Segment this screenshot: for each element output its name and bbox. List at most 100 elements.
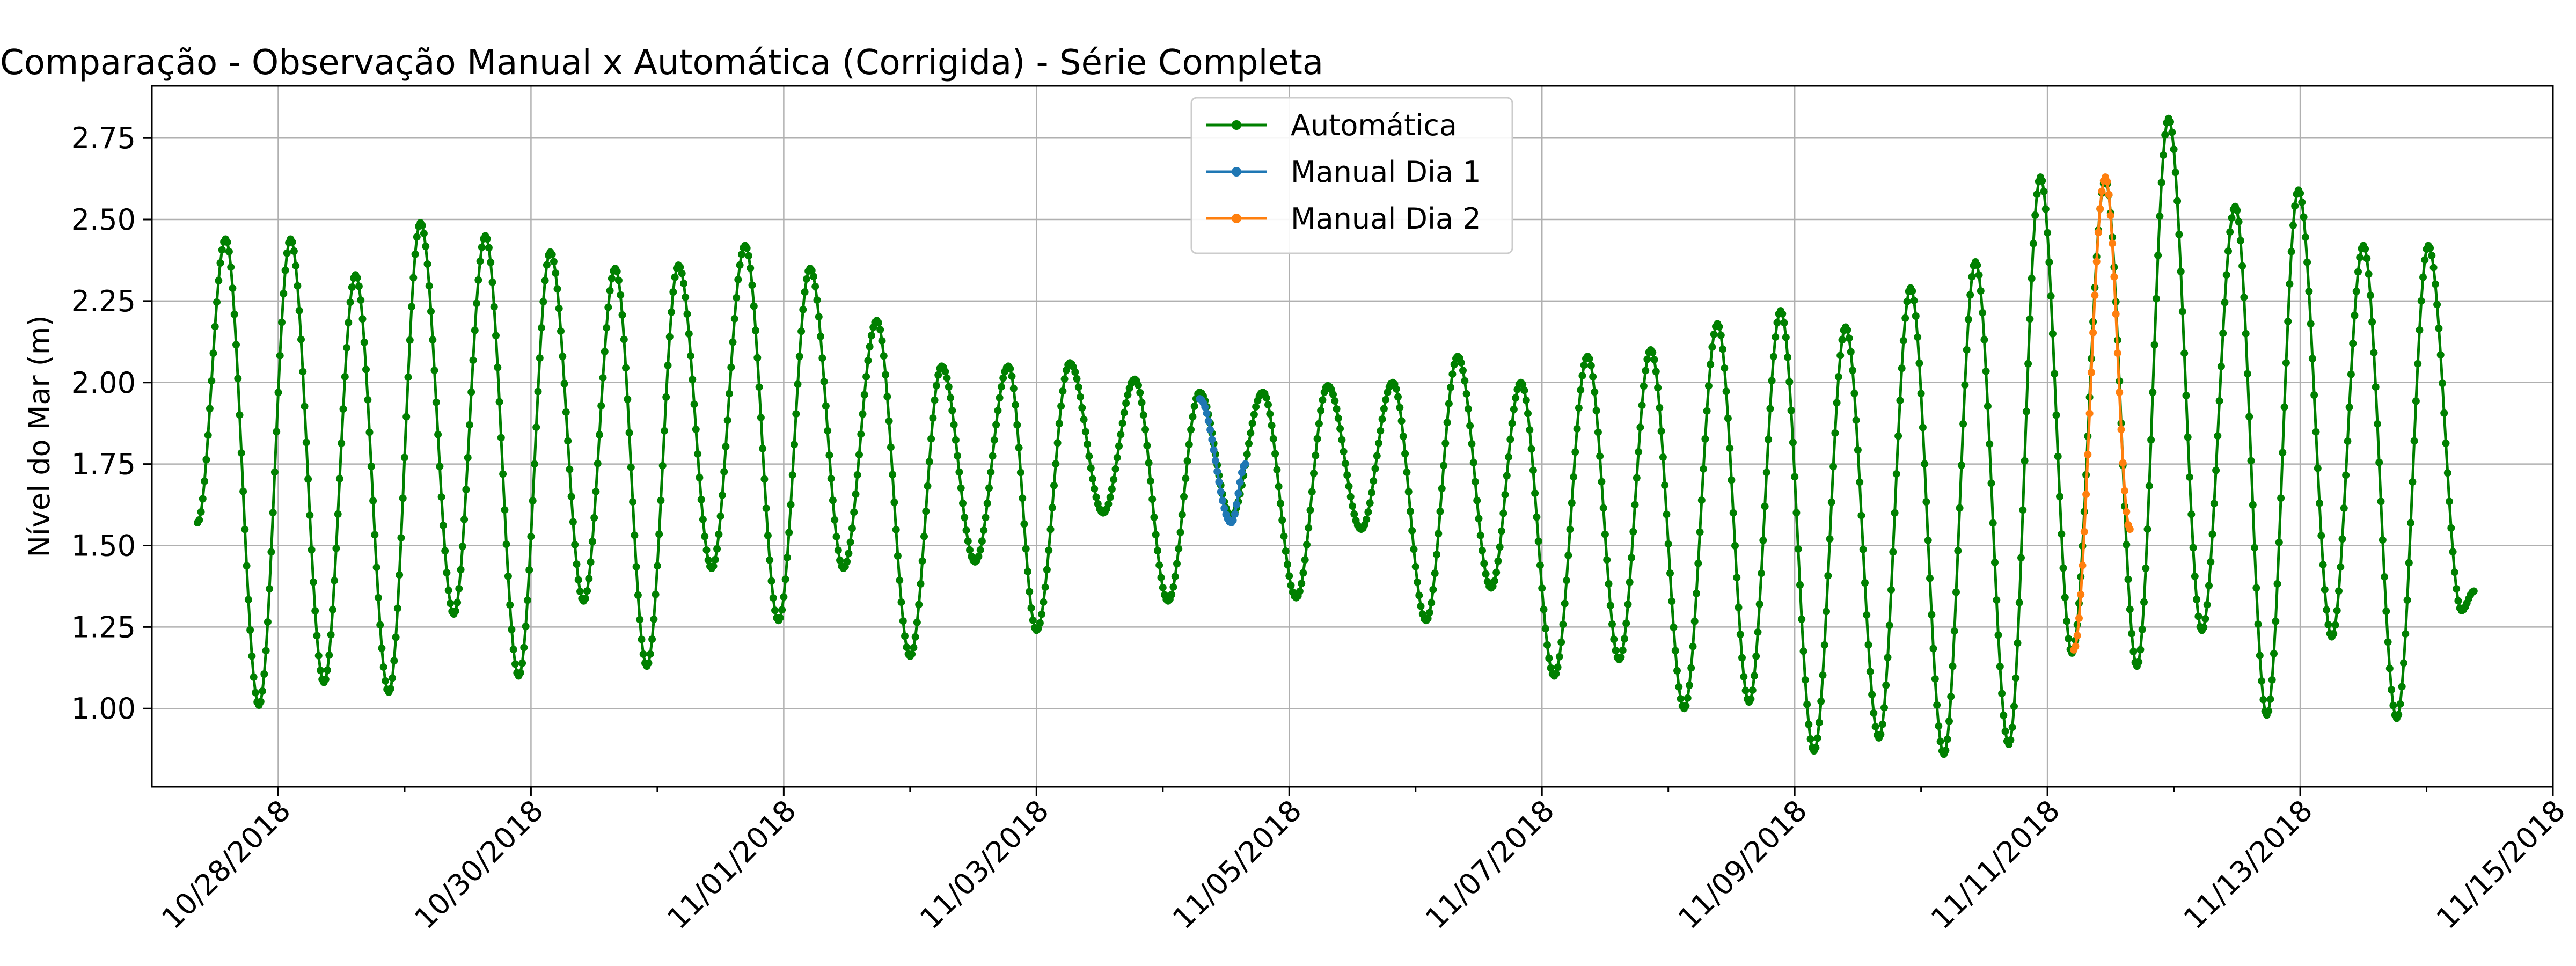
data-point: [1933, 701, 1941, 709]
data-point: [996, 394, 1004, 402]
data-point: [2041, 205, 2050, 213]
data-point: [197, 508, 205, 516]
data-point: [2375, 458, 2383, 466]
data-point: [2426, 244, 2434, 252]
data-point: [264, 618, 272, 626]
data-point: [941, 368, 949, 376]
x-axis: 10/28/2018 10/30/2018 11/01/2018 11/03/2018…: [155, 787, 2572, 935]
data-point: [1817, 697, 1825, 705]
data-point: [1568, 499, 1576, 507]
data-point: [2236, 237, 2244, 245]
data-point: [2012, 674, 2020, 682]
data-point: [689, 376, 697, 384]
data-point: [1522, 396, 1530, 404]
data-point: [520, 643, 528, 652]
data-point: [608, 274, 616, 282]
data-point: [573, 560, 581, 568]
data-point: [1016, 469, 1024, 477]
data-point: [2409, 478, 2417, 486]
data-point: [1520, 386, 1528, 394]
data-point: [2207, 558, 2215, 566]
data-point: [501, 506, 509, 514]
data-point: [1719, 345, 1727, 353]
data-point: [882, 371, 890, 379]
data-point: [2205, 582, 2213, 590]
data-point: [653, 562, 661, 570]
y-tick-label: 2.75: [71, 121, 136, 155]
y-tick-label: 1.00: [71, 692, 136, 726]
data-point: [1650, 356, 1658, 364]
data-point: [1968, 273, 1976, 281]
data-point: [1908, 287, 1916, 295]
data-point: [1317, 407, 1325, 414]
data-point: [1891, 509, 1899, 517]
data-point: [2084, 451, 2092, 458]
data-point: [2145, 482, 2153, 490]
data-point: [2407, 519, 2415, 527]
data-point: [2324, 621, 2332, 628]
legend-swatch-marker: [1232, 167, 1241, 177]
data-point: [1441, 440, 1450, 447]
data-point: [506, 601, 514, 609]
data-point: [1401, 450, 1409, 458]
data-point: [201, 477, 209, 485]
data-point: [432, 398, 440, 406]
data-point: [313, 632, 321, 640]
data-point: [1377, 427, 1385, 435]
data-point: [362, 365, 370, 374]
data-point: [1829, 463, 1838, 471]
data-point: [1547, 664, 1555, 672]
data-point: [2149, 389, 2157, 396]
data-point: [2048, 330, 2057, 338]
data-point: [1029, 616, 1037, 624]
data-point: [2428, 252, 2436, 260]
data-point: [321, 675, 330, 683]
y-tick-label: 2.00: [71, 366, 136, 400]
data-point: [2440, 409, 2448, 417]
data-point: [453, 598, 462, 606]
data-point: [665, 333, 674, 341]
data-point: [2017, 554, 2025, 562]
data-point: [1780, 319, 1788, 327]
data-point: [1145, 459, 1153, 467]
data-point: [2178, 308, 2186, 316]
data-point: [1155, 561, 1163, 569]
data-point: [1185, 441, 1193, 449]
data-point: [1708, 343, 1716, 351]
data-point: [1628, 554, 1635, 562]
data-point: [716, 513, 724, 520]
data-point: [694, 450, 702, 458]
data-point: [648, 635, 656, 643]
data-point: [1020, 520, 1028, 528]
data-point: [527, 532, 535, 540]
data-point: [1864, 641, 1872, 649]
data-point: [399, 494, 407, 502]
data-point: [1403, 469, 1411, 477]
data-point: [1396, 404, 1404, 412]
data-point: [355, 282, 363, 290]
data-point: [2279, 449, 2287, 457]
data-point: [713, 545, 721, 553]
data-point: [369, 497, 377, 505]
data-point: [603, 324, 611, 332]
data-point: [2254, 620, 2262, 628]
data-point: [2024, 360, 2032, 368]
data-point: [429, 336, 437, 344]
data-point: [1731, 541, 1739, 550]
data-point: [1536, 561, 1544, 569]
data-point: [1526, 426, 1534, 434]
data-point: [1880, 704, 1888, 712]
data-point: [1229, 516, 1237, 524]
data-point: [922, 507, 930, 515]
data-point: [1143, 442, 1151, 450]
data-point: [1703, 407, 1711, 415]
data-point: [502, 540, 510, 548]
data-point: [1440, 462, 1448, 470]
data-point: [766, 556, 774, 564]
data-point: [1176, 528, 1184, 536]
data-point: [564, 437, 572, 445]
data-point: [1466, 422, 1474, 430]
data-point: [1794, 545, 1802, 553]
data-point: [241, 525, 249, 533]
data-point: [2470, 587, 2478, 595]
